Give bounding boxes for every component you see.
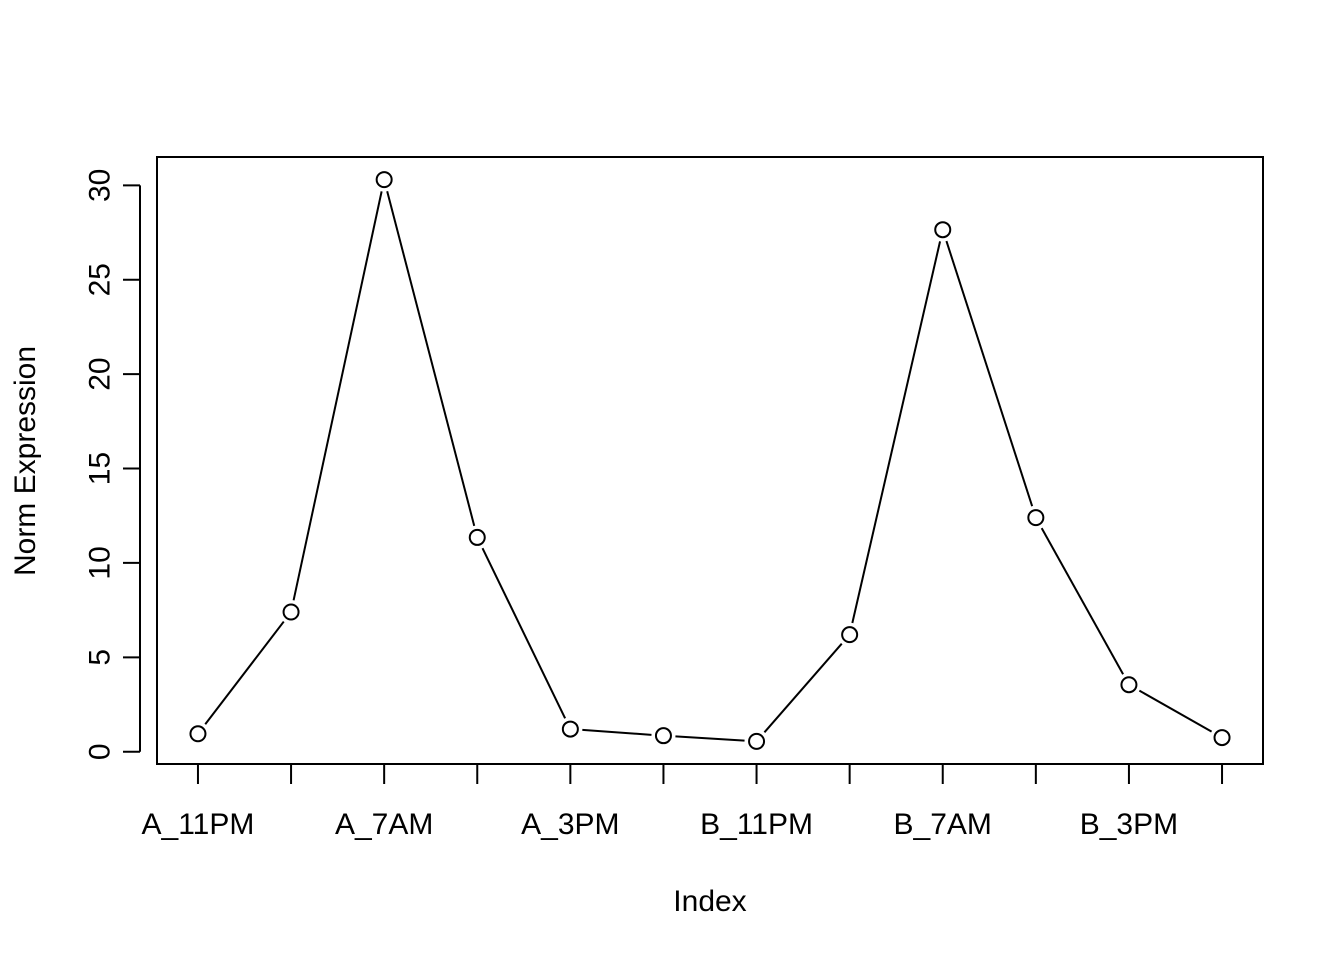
data-point: [189, 725, 207, 743]
series-line-segment: [1138, 689, 1213, 733]
x-axis-title: Index: [673, 885, 746, 918]
data-point: [1027, 509, 1045, 527]
series-line-segment: [851, 241, 942, 624]
data-point: [1213, 729, 1231, 747]
series-line-segment: [945, 240, 1034, 507]
y-tick-label: 15: [84, 452, 117, 485]
y-axis-title: Norm Expression: [9, 346, 42, 576]
y-tick-label: 20: [84, 357, 117, 390]
data-point: [468, 528, 486, 546]
data-point: [375, 171, 393, 189]
series-line-segment: [481, 547, 567, 719]
series-line-segment: [1040, 527, 1124, 675]
x-tick-label: B_11PM: [700, 808, 813, 841]
data-point: [282, 603, 300, 621]
data-point: [748, 732, 766, 750]
y-tick-label: 5: [84, 649, 117, 666]
x-tick-label: B_3PM: [1080, 808, 1178, 841]
y-tick-label: 25: [84, 263, 117, 296]
x-tick-label: A_11PM: [142, 808, 255, 841]
data-point: [654, 727, 672, 745]
data-point: [934, 221, 952, 239]
x-axis: A_11PM A_7AM A_3PM B_11PM B_7AM B_3PM: [142, 763, 1224, 841]
x-tick-label: B_7AM: [894, 808, 992, 841]
series-line-segment: [292, 191, 383, 601]
series-layer: [189, 171, 1231, 750]
data-point: [1120, 676, 1138, 694]
x-tick-label: A_7AM: [335, 808, 433, 841]
series-line-segment: [582, 728, 652, 736]
y-tick-label: 10: [84, 546, 117, 579]
data-point: [841, 626, 859, 644]
series-line-segment: [386, 191, 476, 527]
y-tick-label: 0: [84, 743, 117, 760]
series-line-segment: [675, 735, 745, 742]
y-axis: 0 5 10 15 20 25 30: [84, 169, 141, 760]
series-line-segment: [204, 620, 285, 725]
y-tick-label: 30: [84, 169, 117, 202]
series-line-segment: [763, 643, 843, 733]
x-tick-label: A_3PM: [521, 808, 619, 841]
data-point: [561, 720, 579, 738]
